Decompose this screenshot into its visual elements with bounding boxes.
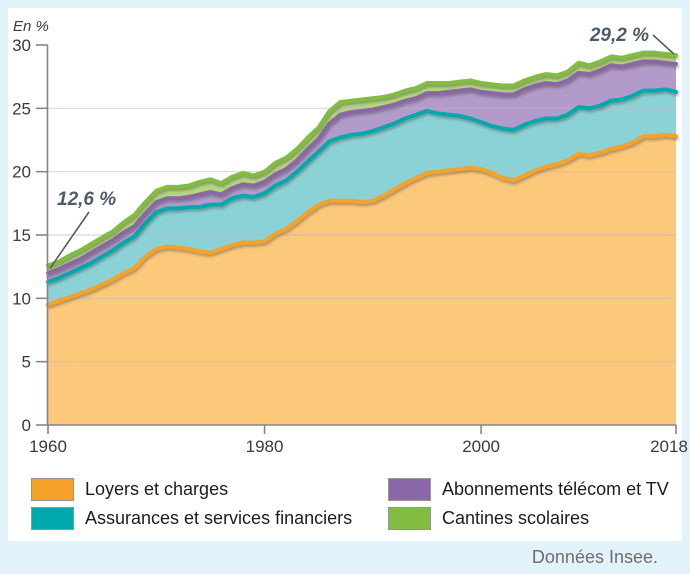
legend-swatch-assurances-icon [31,507,74,530]
y-axis-unit-label: En % [13,18,49,35]
y-tick-label: 5 [22,353,31,372]
legend-item-cantines-scolaires: Cantines scolaires [388,507,669,530]
source-note-text: Données Insee. [531,547,658,567]
legend-item-loyers-et-charges: Loyers et charges [31,478,352,501]
legend-swatch-cantines-icon [388,507,431,530]
line-abonnements-telecom-tv [46,59,678,275]
y-tick-label: 10 [12,289,31,308]
line-cantines-scolaires [46,50,678,268]
x-tick-label: 2000 [462,437,500,456]
legend-column-right: Abonnements télécom et TV Cantines scola… [388,478,669,530]
annotation-start-value: 12,6 % [57,189,116,210]
legend-item-abonnements-telecom-tv: Abonnements télécom et TV [388,478,669,501]
legend-label: Abonnements télécom et TV [442,479,669,499]
y-tick-label: 30 [12,36,31,55]
line-assurances-services-financiers [46,87,678,284]
y-tick-label: 15 [12,226,31,245]
area-loyers-et-charges [48,134,676,425]
annotation-line-start [49,211,90,269]
y-tick-label: 25 [12,99,31,118]
y-tick-label: 20 [12,163,31,182]
x-tick-label: 1960 [29,437,67,456]
area-abonnements-telecom-tv [48,61,676,282]
annotation-line-end [652,34,675,55]
legend-item-assurances-services-financiers: Assurances et services financiers [31,507,352,530]
legend-column-left: Loyers et charges Assurances et services… [31,478,352,530]
x-tick-label: 1980 [246,437,284,456]
legend-swatch-loyers-icon [31,478,74,501]
legend-label: Cantines scolaires [442,508,590,528]
line-loyers-et-charges [46,132,678,307]
legend-swatch-telecom-icon [388,478,431,501]
source-note: Données Insee. [0,541,690,574]
x-tick-label: 2018 [650,437,688,456]
legend-label: Loyers et charges [85,479,229,499]
y-tick-label: 0 [22,416,31,435]
legend-label: Assurances et services financiers [85,508,353,528]
annotation-end-value: 29,2 % [589,25,649,46]
